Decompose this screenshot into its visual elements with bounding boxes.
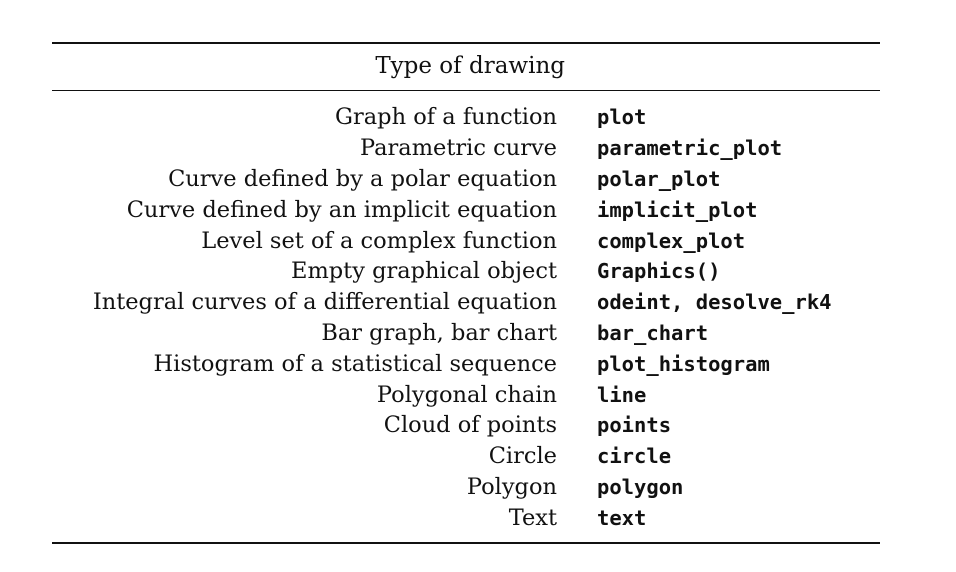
table-row: Polygonal chain line [52, 379, 880, 410]
drawing-command: complex_plot [597, 228, 746, 253]
drawing-description: Level set of a complex function [201, 227, 557, 254]
header-rule [52, 90, 880, 91]
drawing-command: polygon [597, 474, 684, 499]
table-row: Graph of a function plot [52, 102, 880, 133]
drawing-command: line [597, 382, 647, 407]
drawing-command: plot_histogram [597, 351, 770, 376]
table-row: Curve defined by an implicit equation imp… [52, 194, 880, 225]
table-row: Bar graph, bar chart bar_chart [52, 318, 880, 349]
table-row: Empty graphical object Graphics() [52, 256, 880, 287]
drawing-description: Polygonal chain [376, 381, 557, 408]
table-row: Histogram of a statistical sequence plot_… [52, 348, 880, 379]
drawing-description: Circle [488, 443, 557, 470]
drawing-description: Curve defined by an implicit equation [126, 196, 557, 223]
drawing-command: text [597, 505, 647, 530]
table-row: Cloud of points points [52, 410, 880, 441]
drawing-command: Graphics() [597, 259, 721, 284]
drawing-types-table: Type of drawing Graph of a function plot P… [52, 42, 880, 545]
drawing-command: bar_chart [597, 320, 709, 345]
bottom-rule [52, 542, 880, 545]
table-row: Text text [52, 502, 880, 533]
drawing-command: polar_plot [597, 166, 721, 191]
drawing-command: circle [597, 444, 672, 469]
table-row: Polygon polygon [52, 472, 880, 503]
drawing-description: Empty graphical object [291, 258, 557, 285]
drawing-command: parametric_plot [597, 136, 783, 161]
drawing-description: Graph of a function [335, 104, 557, 131]
drawing-description: Cloud of points [383, 412, 557, 439]
drawing-description: Integral curves of a differential equati… [92, 289, 557, 316]
drawing-description: Curve defined by a polar equation [168, 165, 557, 192]
table-body: Graph of a function plot Parametric curve p… [52, 91, 880, 542]
table-row: Parametric curve parametric_plot [52, 133, 880, 164]
header-type-of-drawing: Type of drawing [375, 53, 565, 79]
table-row: Circle circle [52, 441, 880, 472]
drawing-command: plot [597, 105, 647, 130]
table-header: Type of drawing [52, 44, 880, 90]
drawing-description: Bar graph, bar chart [321, 319, 557, 346]
drawing-command: implicit_plot [597, 197, 758, 222]
drawing-description: Text [508, 504, 557, 531]
drawing-command: odeint, desolve_rk4 [597, 290, 832, 315]
top-rule [52, 42, 880, 44]
drawing-command: points [597, 413, 672, 438]
drawing-description: Polygon [466, 473, 557, 500]
drawing-description: Parametric curve [360, 135, 557, 162]
drawing-description: Histogram of a statistical sequence [153, 350, 557, 377]
table-row: Integral curves of a differential equati… [52, 287, 880, 318]
table-row: Curve defined by a polar equation polar_p… [52, 164, 880, 195]
table-row: Level set of a complex function complex_p… [52, 225, 880, 256]
